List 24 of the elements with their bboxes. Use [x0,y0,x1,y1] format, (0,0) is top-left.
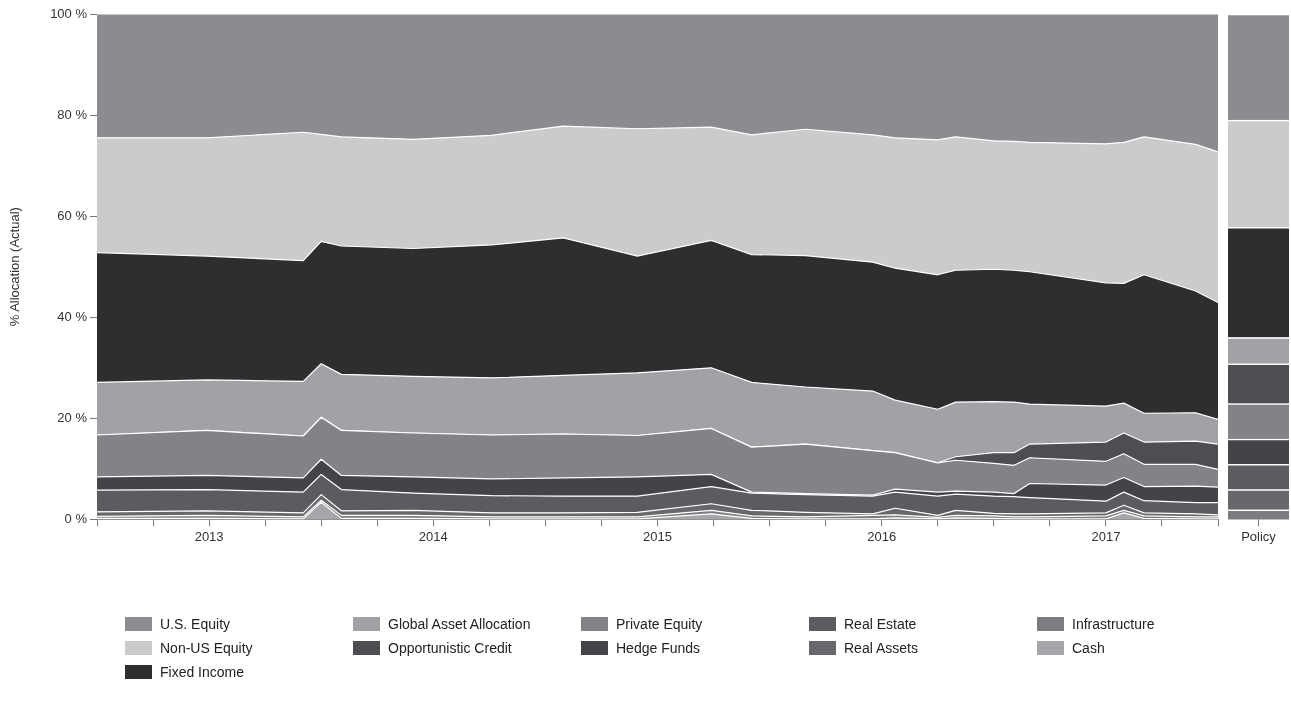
x-tick-label: Policy [1241,528,1277,544]
x-tick-label: 2017 [1091,528,1121,544]
legend-label: Opportunistic Credit [388,640,512,656]
x-tick-label: 2015 [643,528,672,544]
legend-label: Real Estate [844,616,917,632]
legend-label: Non-US Equity [160,640,253,656]
x-tick-label: 2016 [867,528,897,544]
legend-label: U.S. Equity [160,616,231,632]
legend-label: Fixed Income [160,664,245,680]
legend-label: Hedge Funds [616,640,701,656]
x-tick-label: 2013 [194,528,224,544]
y-tick-label: 20 % [57,409,88,425]
legend-label: Cash [1072,640,1105,656]
legend-label: Private Equity [616,616,703,632]
y-tick-label: 0 % [64,510,88,526]
y-tick-label: 60 % [57,207,88,223]
legend-label: Real Assets [844,640,918,656]
x-tick-label: 2014 [418,528,448,544]
y-tick-label: 100 % [50,5,88,21]
y-axis-title: % Allocation (Actual) [7,207,23,327]
y-tick-label: 80 % [57,106,88,122]
y-tick-label: 40 % [57,308,88,324]
legend-label: Infrastructure [1072,616,1155,632]
legend-label: Global Asset Allocation [388,616,531,632]
